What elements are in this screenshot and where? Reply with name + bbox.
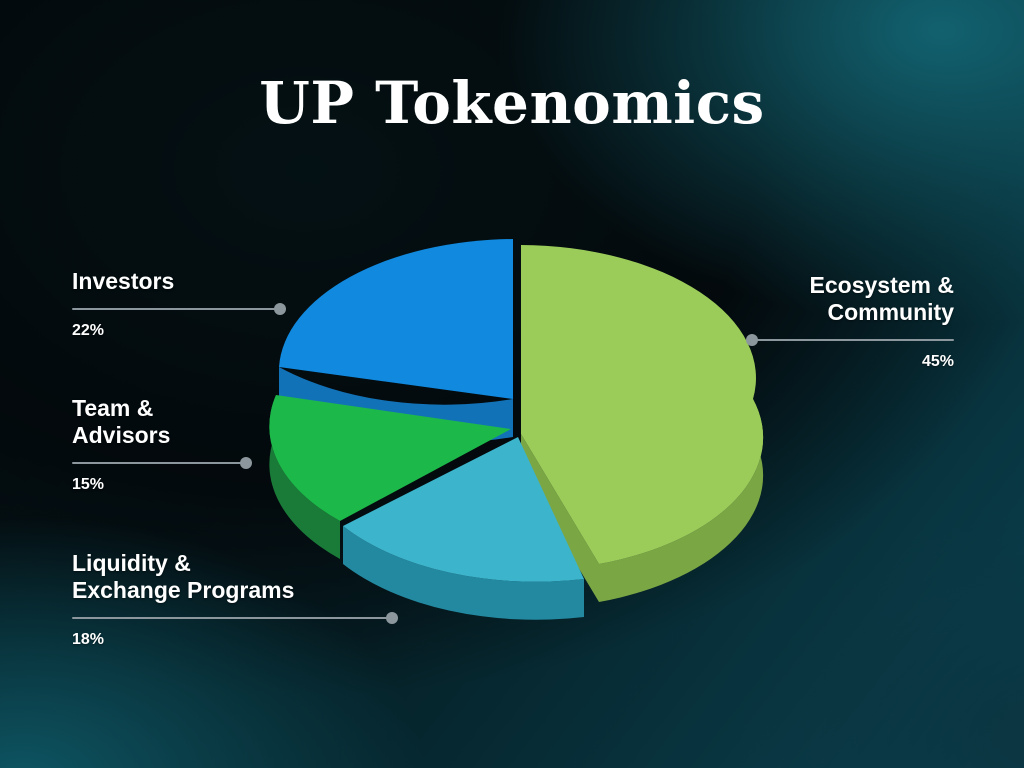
- callout-liquidity: Liquidity & Exchange Programs 18%: [72, 550, 398, 649]
- leader-dot: [746, 334, 758, 347]
- callout-team-advisors: Team & Advisors 15%: [72, 395, 252, 494]
- pie-slice-side-liquidity: [343, 526, 584, 620]
- leader-line: [752, 339, 954, 342]
- callout-ecosystem-leader: [746, 334, 954, 347]
- leader-line: [72, 308, 280, 311]
- callout-investors: Investors 22%: [72, 268, 286, 340]
- callout-ecosystem: Ecosystem & Community 45%: [746, 272, 954, 371]
- pie-slice-top-ecosystem: [521, 245, 764, 564]
- callout-liquidity-leader: [72, 612, 398, 625]
- callout-investors-leader: [72, 303, 286, 316]
- page-title: UP Tokenomics: [259, 69, 765, 137]
- pie-slice-side-ecosystem: [521, 399, 764, 602]
- leader-dot: [274, 303, 286, 316]
- callout-ecosystem-percent: 45%: [921, 353, 954, 371]
- leader-line: [72, 617, 392, 620]
- callout-team-advisors-leader: [72, 457, 252, 470]
- callout-team-advisors-label: Team & Advisors: [72, 395, 171, 449]
- callout-team-advisors-percent: 15%: [72, 476, 105, 494]
- pie-slice-top-team: [269, 395, 511, 521]
- callout-investors-label: Investors: [72, 268, 175, 294]
- leader-dot: [386, 612, 398, 625]
- callout-ecosystem-label: Ecosystem & Community: [809, 272, 954, 326]
- leader-line: [72, 462, 246, 465]
- callout-liquidity-label: Liquidity & Exchange Programs: [72, 550, 295, 604]
- pie-slice-top-investors: [279, 239, 513, 399]
- leader-dot: [240, 457, 252, 470]
- pie-slice-top-liquidity: [343, 437, 584, 582]
- callout-liquidity-percent: 18%: [72, 631, 105, 649]
- pie-slice-side-team: [269, 395, 340, 559]
- callout-investors-percent: 22%: [72, 322, 105, 340]
